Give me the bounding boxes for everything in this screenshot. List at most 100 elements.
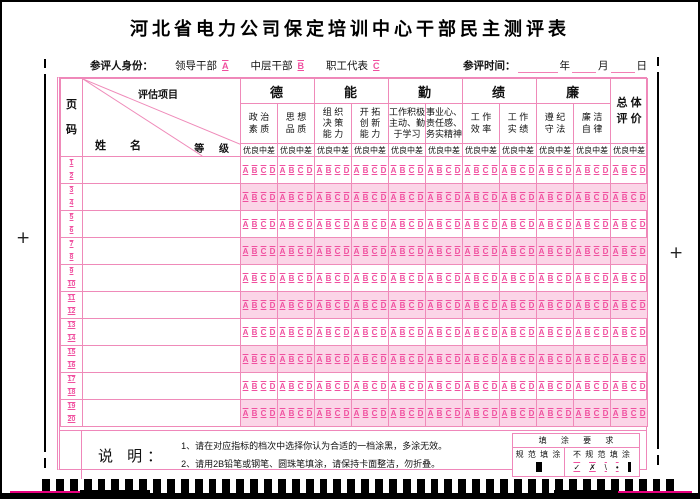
answer-bubble-b[interactable]: B — [399, 165, 406, 175]
answer-bubble-b[interactable]: B — [325, 354, 332, 364]
answer-bubble-a[interactable]: A — [501, 219, 508, 229]
answer-bubble-a[interactable]: A — [612, 219, 619, 229]
answer-bubble-d[interactable]: D — [565, 192, 572, 202]
answer-bubble-d[interactable]: D — [380, 408, 387, 418]
answer-bubble-b[interactable]: B — [325, 165, 332, 175]
answer-bubble-b[interactable]: B — [436, 246, 443, 256]
answer-bubble-a[interactable]: A — [612, 165, 619, 175]
answer-bubble-a[interactable]: A — [464, 192, 471, 202]
answer-bubble-a[interactable]: A — [390, 408, 397, 418]
answer-bubble-c[interactable]: C — [630, 246, 637, 256]
answer-bubble-a[interactable]: A — [242, 165, 249, 175]
answer-bubble-c[interactable]: C — [556, 219, 563, 229]
answer-bubble-c[interactable]: C — [408, 246, 415, 256]
answer-bubble-b[interactable]: B — [547, 273, 554, 283]
answer-bubble-b[interactable]: B — [399, 192, 406, 202]
answer-bubble-c[interactable]: C — [519, 300, 526, 310]
answer-bubble-b[interactable]: B — [547, 408, 554, 418]
answer-bubble-c[interactable]: C — [445, 192, 452, 202]
answer-bubble-d[interactable]: D — [491, 354, 498, 364]
answer-bubble-d[interactable]: D — [380, 165, 387, 175]
answer-bubble-b[interactable]: B — [621, 273, 628, 283]
answer-bubble-c[interactable]: C — [593, 192, 600, 202]
answer-bubble-a[interactable]: A — [353, 300, 360, 310]
answer-bubble-c[interactable]: C — [630, 300, 637, 310]
answer-bubble-d[interactable]: D — [306, 192, 313, 202]
answer-bubble-c[interactable]: C — [260, 381, 267, 391]
answer-bubble-c[interactable]: C — [519, 408, 526, 418]
answer-bubble-b[interactable]: B — [584, 192, 591, 202]
answer-bubble-c[interactable]: C — [482, 165, 489, 175]
answer-bubble-a[interactable]: A — [353, 354, 360, 364]
answer-bubble-c[interactable]: C — [445, 327, 452, 337]
answer-bubble-c[interactable]: C — [556, 165, 563, 175]
answer-bubble-d[interactable]: D — [491, 165, 498, 175]
answer-bubble-d[interactable]: D — [528, 192, 535, 202]
answer-bubble-b[interactable]: B — [251, 165, 258, 175]
answer-bubble-a[interactable]: A — [353, 219, 360, 229]
answer-bubble-a[interactable]: A — [242, 192, 249, 202]
answer-bubble-a[interactable]: A — [464, 219, 471, 229]
answer-bubble-c[interactable]: C — [630, 192, 637, 202]
answer-bubble-c[interactable]: C — [371, 354, 378, 364]
name-input-cell[interactable] — [82, 264, 241, 292]
answer-bubble-c[interactable]: C — [556, 327, 563, 337]
answer-bubble-d[interactable]: D — [565, 246, 572, 256]
answer-bubble-c[interactable]: C — [519, 165, 526, 175]
answer-bubble-b[interactable]: B — [473, 354, 480, 364]
answer-bubble-d[interactable]: D — [639, 219, 646, 229]
answer-bubble-d[interactable]: D — [602, 165, 609, 175]
answer-bubble-b[interactable]: B — [399, 219, 406, 229]
answer-bubble-c[interactable]: C — [334, 327, 341, 337]
answer-bubble-d[interactable]: D — [491, 381, 498, 391]
answer-bubble-a[interactable]: A — [353, 381, 360, 391]
answer-bubble-c[interactable]: C — [334, 354, 341, 364]
answer-bubble-b[interactable]: B — [251, 408, 258, 418]
answer-bubble-b[interactable]: B — [399, 246, 406, 256]
answer-bubble-b[interactable]: B — [547, 354, 554, 364]
answer-bubble-a[interactable]: A — [427, 381, 434, 391]
answer-bubble-c[interactable]: C — [593, 300, 600, 310]
answer-bubble-b[interactable]: B — [251, 192, 258, 202]
answer-bubble-d[interactable]: D — [565, 354, 572, 364]
answer-bubble-d[interactable]: D — [343, 327, 350, 337]
answer-bubble-d[interactable]: D — [417, 354, 424, 364]
answer-bubble-b[interactable]: B — [473, 192, 480, 202]
answer-bubble-a[interactable]: A — [242, 300, 249, 310]
answer-bubble-b[interactable]: B — [325, 408, 332, 418]
answer-bubble-d[interactable]: D — [417, 165, 424, 175]
answer-bubble-d[interactable]: D — [306, 300, 313, 310]
answer-bubble-a[interactable]: A — [575, 408, 582, 418]
answer-bubble-d[interactable]: D — [269, 219, 276, 229]
answer-bubble-d[interactable]: D — [528, 327, 535, 337]
answer-bubble-b[interactable]: B — [584, 219, 591, 229]
answer-bubble-c[interactable]: C — [371, 165, 378, 175]
answer-bubble-c[interactable]: C — [260, 273, 267, 283]
answer-bubble-d[interactable]: D — [454, 327, 461, 337]
name-input-cell[interactable] — [82, 183, 241, 211]
answer-bubble-b[interactable]: B — [547, 381, 554, 391]
name-input-cell[interactable] — [82, 156, 241, 184]
answer-bubble-a[interactable]: A — [612, 192, 619, 202]
answer-bubble-c[interactable]: C — [556, 246, 563, 256]
answer-bubble-b[interactable]: B — [288, 219, 295, 229]
answer-bubble-c[interactable]: C — [297, 381, 304, 391]
answer-bubble-d[interactable]: D — [343, 408, 350, 418]
answer-bubble-c[interactable]: C — [556, 354, 563, 364]
answer-bubble-b[interactable]: B — [621, 192, 628, 202]
answer-bubble-d[interactable]: D — [528, 300, 535, 310]
answer-bubble-d[interactable]: D — [602, 273, 609, 283]
answer-bubble-c[interactable]: C — [593, 246, 600, 256]
answer-bubble-d[interactable]: D — [269, 300, 276, 310]
answer-bubble-c[interactable]: C — [593, 381, 600, 391]
answer-bubble-c[interactable]: C — [408, 219, 415, 229]
answer-bubble-a[interactable]: A — [612, 246, 619, 256]
answer-bubble-c[interactable]: C — [630, 408, 637, 418]
answer-bubble-d[interactable]: D — [491, 408, 498, 418]
answer-bubble-b[interactable]: B — [621, 165, 628, 175]
answer-bubble-a[interactable]: A — [538, 354, 545, 364]
answer-bubble-c[interactable]: C — [593, 165, 600, 175]
answer-bubble-d[interactable]: D — [491, 192, 498, 202]
answer-bubble-a[interactable]: A — [390, 381, 397, 391]
answer-bubble-c[interactable]: C — [445, 354, 452, 364]
